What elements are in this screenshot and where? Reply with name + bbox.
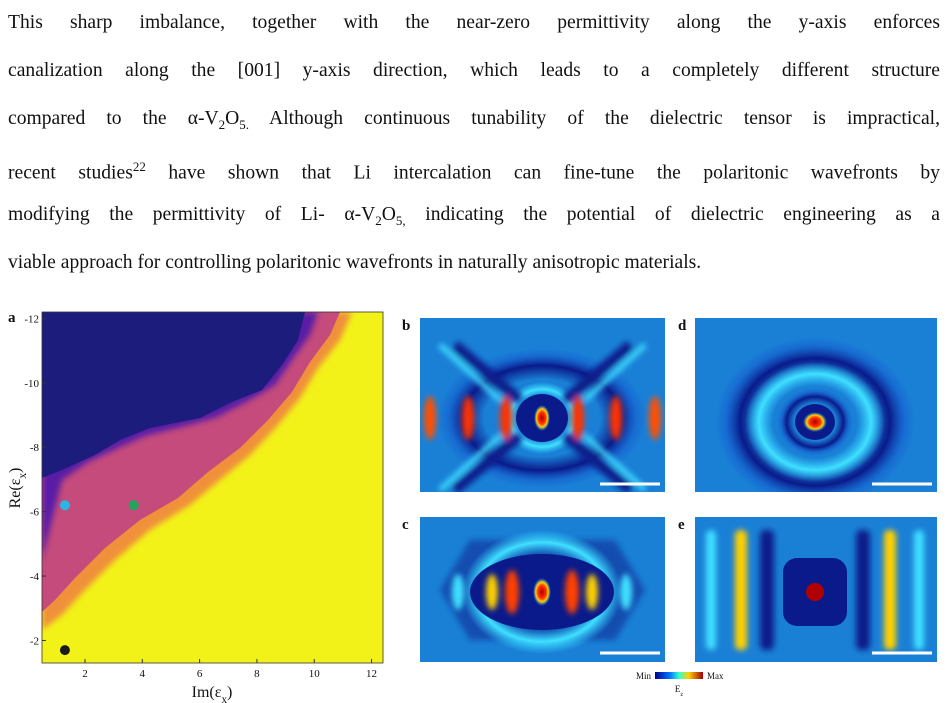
y-tick-label: -8 xyxy=(30,442,40,454)
x-axis-label: Im(εx) xyxy=(192,684,233,703)
text-run: 2 xyxy=(375,212,382,228)
text-line: canalization along the [001] y-axis dire… xyxy=(8,48,940,96)
x-tick-label: 2 xyxy=(82,668,88,680)
label-run: E xyxy=(675,684,681,694)
panel-label: c xyxy=(402,517,409,533)
text-run: 2 xyxy=(218,116,226,132)
label-run: x xyxy=(221,694,227,703)
text-run: 5. xyxy=(239,116,250,132)
label-run: Im(ε xyxy=(192,684,222,701)
x-tick-label: 12 xyxy=(366,668,377,680)
text-line: This sharp imbalance, together with the … xyxy=(8,0,940,48)
panel-label: b xyxy=(402,318,410,334)
y-tick-label: -2 xyxy=(30,635,39,647)
field-map xyxy=(420,318,665,492)
y-tick-label: -6 xyxy=(30,507,40,519)
paragraph: This sharp imbalance, together with the … xyxy=(8,0,940,288)
text-run: O xyxy=(225,108,240,129)
point xyxy=(128,500,139,511)
x-tick-label: 6 xyxy=(197,668,203,680)
text-run: 22 xyxy=(132,159,146,174)
panel-label: a xyxy=(8,310,16,326)
label-run: x xyxy=(17,473,29,479)
label-run: Re(ε xyxy=(7,478,24,508)
colorbar-max: Max xyxy=(707,671,724,681)
point xyxy=(59,645,70,656)
colorbar xyxy=(655,672,703,679)
text-run: modifying the permittivity of Li- α-V xyxy=(8,204,376,225)
y-tick-label: -10 xyxy=(24,378,39,390)
text-run: viable approach for controlling polarito… xyxy=(8,252,702,273)
x-tick-label: 10 xyxy=(309,668,321,680)
text-run: have shown that Li intercalation can fin… xyxy=(145,162,940,184)
text-line: modifying the permittivity of Li- α-V2O5… xyxy=(8,192,940,240)
y-tick-label: -12 xyxy=(24,313,39,325)
field-map xyxy=(695,318,937,492)
text-run: O xyxy=(381,204,396,225)
text-run: recent studies xyxy=(8,162,133,184)
colorbar-min: Min xyxy=(636,671,652,681)
text-run: This sharp imbalance, together with the … xyxy=(8,12,940,33)
panel-label: d xyxy=(678,318,687,334)
text-run: Although continuous tunability of the di… xyxy=(249,108,940,129)
colorbar-quantity: Ez xyxy=(675,684,684,698)
text-run: 5, xyxy=(395,212,406,228)
label-run: ) xyxy=(227,684,232,701)
y-axis-label: Re(εx) xyxy=(7,468,29,509)
y-tick-label: -4 xyxy=(30,571,40,583)
x-tick-label: 8 xyxy=(254,668,260,680)
plot-frame xyxy=(41,311,384,664)
label-run: ) xyxy=(7,468,24,473)
panel-label: e xyxy=(678,517,685,533)
text-run: compared to the α-V xyxy=(8,108,219,129)
text-line: compared to the α-V2O5. Although continu… xyxy=(8,96,940,144)
label-run: z xyxy=(680,691,683,698)
point xyxy=(59,500,70,511)
field-map xyxy=(420,517,665,662)
scale-bar xyxy=(600,482,932,655)
x-tick-label: 4 xyxy=(140,668,146,680)
field-map xyxy=(695,517,937,662)
heatmap xyxy=(42,312,383,663)
text-run: canalization along the [001] y-axis dire… xyxy=(8,60,940,81)
text-run: indicating the potential of dielectric e… xyxy=(405,204,940,225)
text-line: recent studies22 have shown that Li inte… xyxy=(8,144,940,192)
text-line: viable approach for controlling polarito… xyxy=(8,240,940,288)
